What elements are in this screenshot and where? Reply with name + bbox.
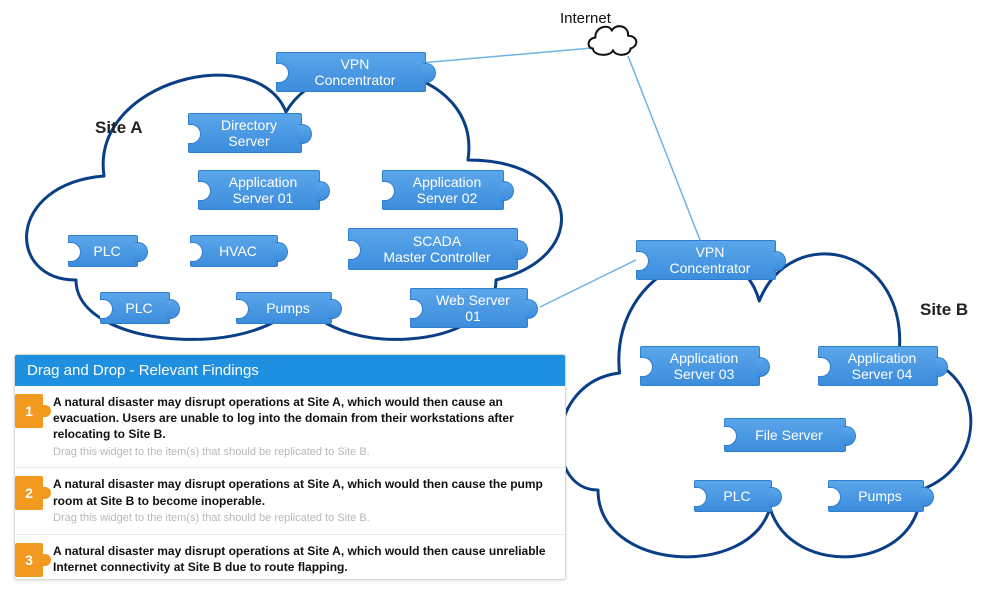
finding-badge-1[interactable]: 1 — [15, 394, 43, 428]
node-vpn_b[interactable]: VPNConcentrator — [636, 240, 776, 280]
finding-text-3: A natural disaster may disrupt operation… — [53, 543, 553, 580]
node-app02[interactable]: ApplicationServer 02 — [382, 170, 504, 210]
finding-badge-3[interactable]: 3 — [15, 543, 43, 577]
node-pumps_b[interactable]: Pumps — [828, 480, 924, 512]
finding-2[interactable]: 2 A natural disaster may disrupt operatio… — [15, 467, 565, 533]
finding-badge-2[interactable]: 2 — [15, 476, 43, 510]
node-pumps_a[interactable]: Pumps — [236, 292, 332, 324]
node-web01[interactable]: Web Server01 — [410, 288, 528, 328]
node-dir[interactable]: DirectoryServer — [188, 113, 302, 153]
site-a-label: Site A — [95, 118, 143, 138]
node-app03[interactable]: ApplicationServer 03 — [640, 346, 760, 386]
finding-text-2: A natural disaster may disrupt operation… — [53, 476, 553, 525]
node-scada[interactable]: SCADAMaster Controller — [348, 228, 518, 270]
node-plc_a2[interactable]: PLC — [100, 292, 170, 324]
internet-label: Internet — [560, 10, 611, 27]
node-vpn_a[interactable]: VPNConcentrator — [276, 52, 426, 92]
node-hvac[interactable]: HVAC — [190, 235, 278, 267]
node-plc_b[interactable]: PLC — [694, 480, 772, 512]
findings-panel-header: Drag and Drop - Relevant Findings — [15, 355, 565, 386]
finding-text-1: A natural disaster may disrupt operation… — [53, 394, 553, 459]
finding-1[interactable]: 1 A natural disaster may disrupt operatio… — [15, 386, 565, 467]
node-file_b[interactable]: File Server — [724, 418, 846, 452]
findings-panel: Drag and Drop - Relevant Findings 1 A nat… — [14, 354, 566, 580]
finding-hint-1: Drag this widget to the item(s) that sho… — [53, 445, 553, 460]
node-app01[interactable]: ApplicationServer 01 — [198, 170, 320, 210]
finding-hint-2: Drag this widget to the item(s) that sho… — [53, 511, 553, 526]
finding-hint-3: Drag this widget to the item(s) requirin… — [53, 577, 553, 580]
node-plc_a1[interactable]: PLC — [68, 235, 138, 267]
node-app04[interactable]: ApplicationServer 04 — [818, 346, 938, 386]
finding-3[interactable]: 3 A natural disaster may disrupt operatio… — [15, 534, 565, 580]
site-b-label: Site B — [920, 300, 968, 320]
diagram-canvas: Internet Site A Site B Drag and Drop - R… — [0, 0, 993, 592]
